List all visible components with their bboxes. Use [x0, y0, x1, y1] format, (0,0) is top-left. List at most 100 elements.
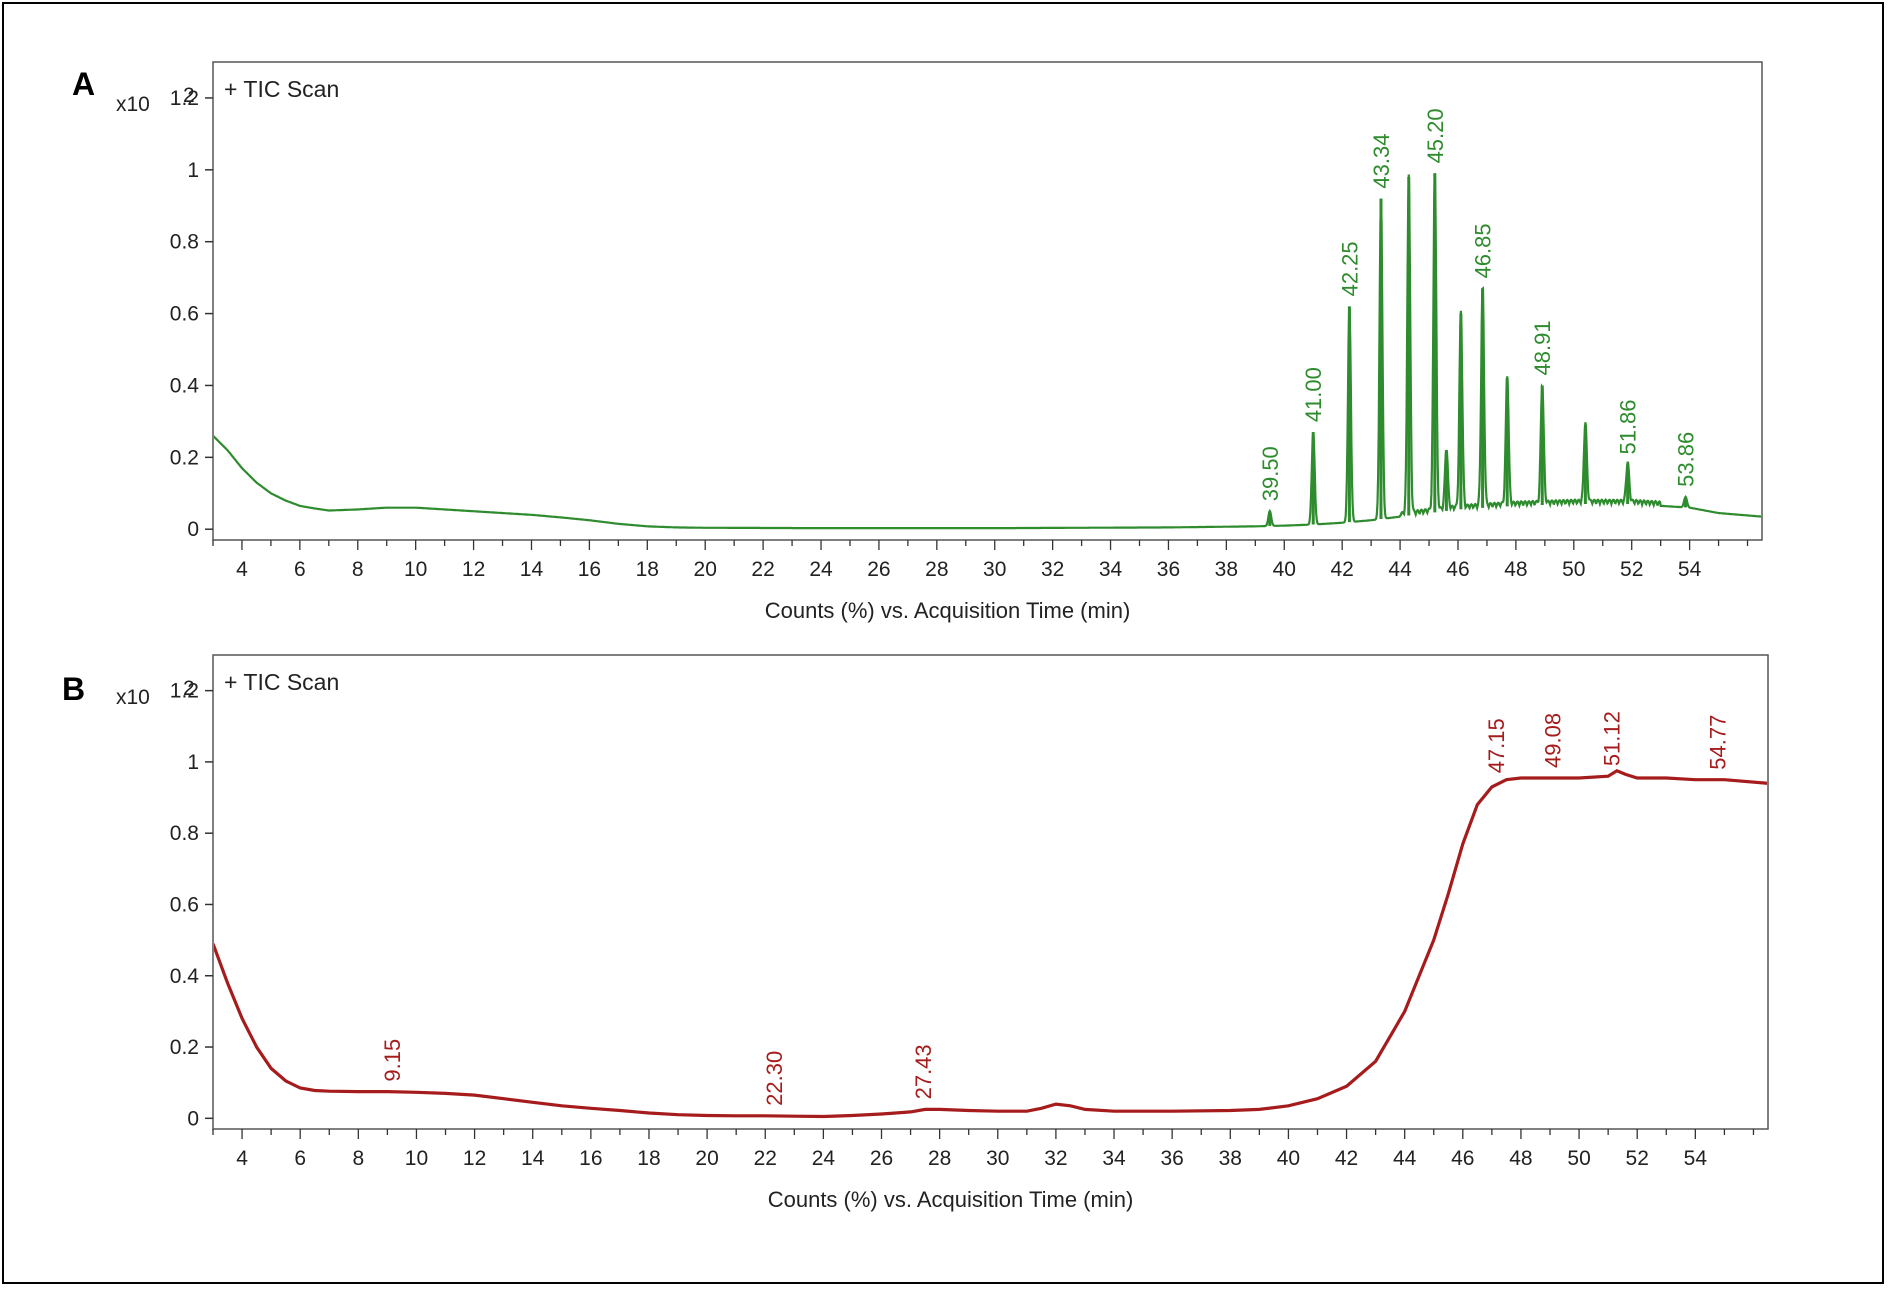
peak-label: 46.85: [1471, 223, 1496, 278]
x-tick-label: 46: [1446, 558, 1469, 581]
x-tick-label: 22: [751, 558, 774, 581]
x-tick-label: 24: [809, 558, 833, 581]
x-tick-label: 30: [986, 1147, 1009, 1170]
x-tick-label: 4: [236, 558, 248, 581]
x-tick-label: 40: [1277, 1147, 1300, 1170]
plot-area: [212, 654, 1769, 1130]
x-tick-label: 24: [812, 1147, 836, 1170]
peak-label: 51.12: [1600, 711, 1625, 766]
y-tick-label: 0.8: [170, 231, 199, 254]
x-tick-label: 32: [1044, 1147, 1067, 1170]
peak-label: 42.25: [1337, 241, 1362, 296]
y-tick-label: 0.6: [170, 893, 199, 916]
peak-label: 51.86: [1616, 399, 1641, 454]
x-tick-label: 54: [1684, 1147, 1708, 1170]
y-tick-label: 0.4: [170, 374, 200, 397]
x-tick-label: 44: [1388, 558, 1412, 581]
x-tick-label: 36: [1160, 1147, 1183, 1170]
y-tick-label: 0.2: [170, 446, 199, 469]
y-tick-label: 0.8: [170, 822, 199, 845]
x-tick-label: 48: [1504, 558, 1527, 581]
x-tick-label: 20: [694, 558, 717, 581]
x-tick-label: 12: [463, 1147, 486, 1170]
x-tick-label: 10: [405, 1147, 428, 1170]
x-tick-label: 44: [1393, 1147, 1417, 1170]
x-tick-label: 50: [1567, 1147, 1590, 1170]
x-axis-title: Counts (%) vs. Acquisition Time (min): [765, 598, 1131, 623]
x-tick-label: 20: [695, 1147, 718, 1170]
y-multiplier-exponent: 2: [183, 677, 195, 700]
x-tick-label: 54: [1678, 558, 1702, 581]
peak-label: 45.20: [1423, 108, 1448, 163]
x-tick-label: 18: [636, 558, 659, 581]
panel-letter: A: [72, 66, 95, 102]
x-tick-label: 26: [867, 558, 890, 581]
scan-label: + TIC Scan: [224, 76, 339, 102]
y-multiplier-exponent: 2: [183, 84, 195, 107]
peak-label: 43.34: [1369, 134, 1394, 189]
x-tick-label: 28: [928, 1147, 951, 1170]
series-line: [214, 173, 1761, 530]
y-multiplier: x10: [116, 93, 150, 116]
x-tick-label: 48: [1509, 1147, 1532, 1170]
peak-label: 53.86: [1674, 432, 1699, 487]
peak-label: 27.43: [911, 1044, 936, 1099]
x-tick-label: 16: [578, 558, 601, 581]
peak-label: 41.00: [1301, 367, 1326, 422]
x-tick-label: 32: [1041, 558, 1064, 581]
x-tick-label: 34: [1102, 1147, 1126, 1170]
plot-content: [214, 173, 1761, 530]
x-tick-label: 8: [352, 1147, 364, 1170]
peak-label: 54.77: [1706, 715, 1731, 770]
y-tick-label: 1.2: [170, 87, 199, 110]
x-tick-label: 10: [404, 558, 427, 581]
x-tick-label: 6: [294, 558, 306, 581]
x-tick-label: 18: [637, 1147, 660, 1170]
x-tick-label: 52: [1620, 558, 1643, 581]
x-tick-label: 38: [1215, 558, 1238, 581]
x-tick-label: 42: [1330, 558, 1353, 581]
series-line: [214, 769, 1767, 1119]
plot-content: [214, 769, 1767, 1119]
y-tick-label: 1: [187, 751, 199, 774]
x-tick-label: 12: [462, 558, 485, 581]
y-tick-label: 1: [187, 159, 199, 182]
x-axis-title: Counts (%) vs. Acquisition Time (min): [768, 1187, 1134, 1212]
peak-label: 22.30: [762, 1051, 787, 1106]
y-tick-label: 0.2: [170, 1036, 199, 1059]
x-tick-label: 40: [1273, 558, 1296, 581]
x-tick-label: 46: [1451, 1147, 1474, 1170]
x-tick-label: 6: [294, 1147, 306, 1170]
y-tick-label: 0: [187, 518, 199, 541]
y-tick-label: 0.6: [170, 303, 199, 326]
scan-label: + TIC Scan: [224, 669, 339, 695]
x-tick-label: 42: [1335, 1147, 1358, 1170]
x-tick-label: 36: [1157, 558, 1180, 581]
x-tick-label: 22: [754, 1147, 777, 1170]
x-tick-label: 52: [1626, 1147, 1649, 1170]
peak-label: 47.15: [1484, 718, 1509, 773]
y-tick-label: 0.4: [170, 965, 200, 988]
y-tick-label: 0: [187, 1107, 199, 1130]
x-tick-label: 26: [870, 1147, 893, 1170]
peak-label: 9.15: [380, 1039, 405, 1082]
x-tick-label: 8: [352, 558, 364, 581]
x-tick-label: 30: [983, 558, 1006, 581]
panel-letter: B: [62, 671, 85, 707]
y-tick-label: 1.2: [170, 680, 199, 703]
x-tick-label: 4: [236, 1147, 248, 1170]
x-tick-label: 16: [579, 1147, 602, 1170]
x-tick-label: 38: [1219, 1147, 1242, 1170]
peak-label: 48.91: [1530, 320, 1555, 375]
x-tick-label: 28: [925, 558, 948, 581]
plot-area: [212, 61, 1763, 541]
x-tick-label: 14: [521, 1147, 545, 1170]
peak-label: 49.08: [1540, 713, 1565, 768]
x-tick-label: 14: [520, 558, 544, 581]
x-tick-label: 34: [1099, 558, 1123, 581]
x-tick-label: 50: [1562, 558, 1585, 581]
